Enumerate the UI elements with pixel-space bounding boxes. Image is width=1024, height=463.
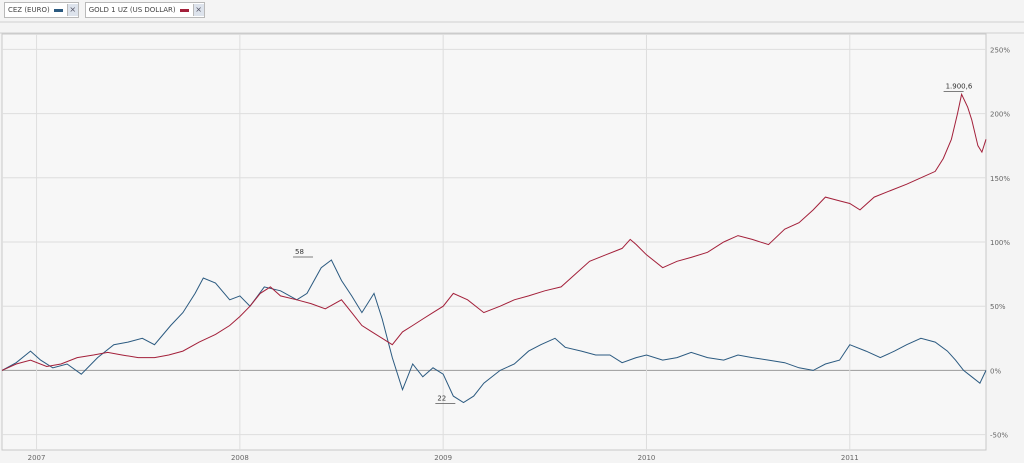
legend-swatch-cez [53, 8, 63, 12]
annotation-label: 22 [437, 394, 446, 402]
legend-label-cez: CEZ (EURO) [8, 6, 50, 14]
annotation-label: 1.900,6 [946, 82, 973, 90]
annotation-label: 58 [295, 248, 304, 256]
y-tick-label: -50% [990, 432, 1008, 440]
series-line-gold [1, 92, 987, 371]
close-icon[interactable]: × [66, 4, 78, 16]
x-tick-label: 2010 [638, 454, 656, 462]
y-tick-label: 150% [990, 175, 1010, 183]
x-tick-label: 2011 [841, 454, 859, 462]
legend-bar: CEZ (EURO) × GOLD 1 UZ (US DOLLAR) × [0, 0, 1024, 20]
series-line-cez [1, 259, 987, 404]
close-icon[interactable]: × [192, 4, 204, 16]
legend-label-gold: GOLD 1 UZ (US DOLLAR) [88, 6, 176, 14]
y-tick-label: 250% [990, 46, 1010, 54]
legend-item-cez[interactable]: CEZ (EURO) × [4, 2, 79, 18]
x-tick-label: 2009 [434, 454, 452, 462]
legend-item-gold[interactable]: GOLD 1 UZ (US DOLLAR) × [84, 2, 205, 18]
y-tick-label: 100% [990, 239, 1010, 247]
legend-swatch-gold [179, 8, 189, 12]
x-tick-label: 2008 [231, 454, 249, 462]
y-tick-label: 50% [990, 303, 1006, 311]
y-tick-label: 200% [990, 111, 1010, 119]
y-tick-label: 0% [990, 367, 1001, 375]
x-tick-label: 2007 [28, 454, 46, 462]
